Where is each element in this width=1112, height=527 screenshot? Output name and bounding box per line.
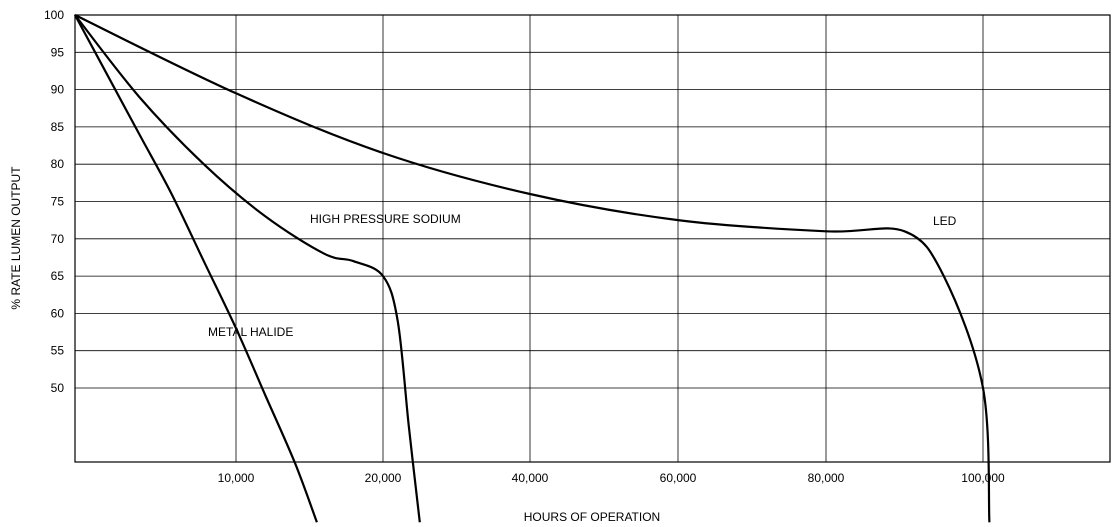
x-tick-label: 40,000 <box>512 471 549 485</box>
curve-led <box>74 14 991 523</box>
y-tick-labels: 100 95 90 85 80 75 70 65 60 55 50 <box>44 8 64 395</box>
x-tick-label: 20,000 <box>365 471 402 485</box>
series-label-high-pressure-sodium: HIGH PRESSURE SODIUM <box>310 212 461 226</box>
y-tick-label: 65 <box>51 269 65 283</box>
curve-high-pressure-sodium <box>74 14 421 523</box>
x-tick-labels: 10,000 20,000 40,000 60,000 80,000 100,000 <box>218 471 1005 485</box>
y-tick-label: 70 <box>51 232 65 246</box>
x-tick-label: 60,000 <box>660 471 697 485</box>
y-tick-label: 50 <box>51 381 65 395</box>
x-axis-title: HOURS OF OPERATION <box>524 510 660 524</box>
y-tick-label: 60 <box>51 306 65 320</box>
y-tick-label: 100 <box>44 8 64 22</box>
y-tick-label: 75 <box>51 195 65 209</box>
plot-frame <box>74 14 1111 463</box>
curve-labels: METAL HALIDE HIGH PRESSURE SODIUM LED <box>208 212 957 339</box>
curve-metal-halide <box>74 14 318 523</box>
y-tick-label: 80 <box>51 157 65 171</box>
y-axis-title: % RATE LUMEN OUTPUT <box>9 166 23 310</box>
y-tick-label: 85 <box>51 120 65 134</box>
series-label-metal-halide: METAL HALIDE <box>208 325 293 339</box>
curves <box>74 14 991 523</box>
y-tick-label: 90 <box>51 83 65 97</box>
x-tick-label: 80,000 <box>808 471 845 485</box>
series-label-led: LED <box>933 214 957 228</box>
x-tick-label: 100,000 <box>961 471 1005 485</box>
grid-lines <box>75 15 1110 462</box>
y-tick-label: 55 <box>51 344 65 358</box>
y-tick-label: 95 <box>51 45 65 59</box>
x-tick-label: 10,000 <box>218 471 255 485</box>
